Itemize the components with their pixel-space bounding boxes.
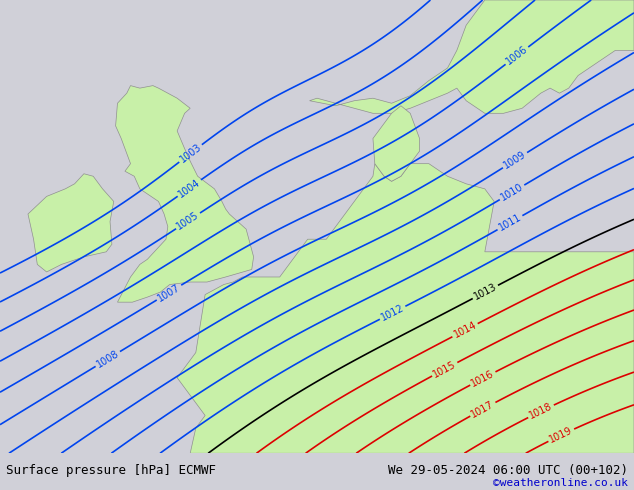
Text: Surface pressure [hPa] ECMWF: Surface pressure [hPa] ECMWF [6, 465, 216, 477]
Polygon shape [309, 0, 634, 113]
Text: 1017: 1017 [470, 399, 496, 419]
Text: 1006: 1006 [504, 44, 529, 67]
Text: 1019: 1019 [548, 425, 574, 445]
Text: We 29-05-2024 06:00 UTC (00+102): We 29-05-2024 06:00 UTC (00+102) [387, 465, 628, 477]
Polygon shape [373, 106, 420, 181]
Text: 1018: 1018 [527, 401, 554, 421]
Text: 1004: 1004 [176, 177, 202, 199]
Polygon shape [177, 164, 634, 453]
Polygon shape [28, 174, 113, 272]
Text: 1005: 1005 [175, 210, 201, 232]
Text: 1009: 1009 [502, 149, 528, 171]
Text: 1012: 1012 [379, 303, 406, 323]
Text: 1010: 1010 [499, 182, 525, 203]
Text: ©weatheronline.co.uk: ©weatheronline.co.uk [493, 478, 628, 488]
Polygon shape [115, 86, 254, 302]
Text: 1013: 1013 [472, 282, 498, 302]
Text: 1011: 1011 [497, 212, 523, 233]
Text: 1003: 1003 [178, 142, 204, 165]
Text: 1014: 1014 [452, 320, 478, 340]
Text: 1016: 1016 [470, 368, 496, 389]
Text: 1008: 1008 [94, 348, 121, 369]
Text: 1015: 1015 [432, 359, 458, 379]
Text: 1007: 1007 [156, 282, 182, 303]
